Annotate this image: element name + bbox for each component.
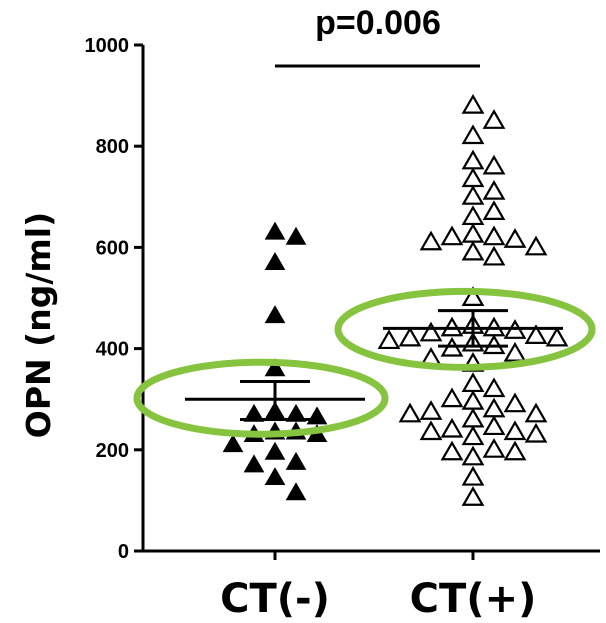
point-ct-positive [482, 415, 506, 436]
point-ct-positive [419, 420, 443, 441]
significance-annotation: p=0.006 [275, 4, 480, 68]
y-tick-label: 200 [96, 440, 129, 462]
point-ct-positive [545, 326, 569, 347]
x-category-label: CT(-) [220, 576, 330, 622]
point-ct-positive [524, 422, 548, 443]
point-ct-positive [461, 465, 485, 486]
point-ct-negative [264, 252, 286, 270]
point-ct-positive [440, 440, 464, 461]
point-ct-positive [503, 440, 527, 461]
point-ct-positive [461, 407, 485, 428]
x-category-label: CT(+) [410, 576, 537, 622]
point-ct-positive [461, 205, 485, 226]
point-ct-negative [222, 434, 244, 453]
p-value-label: p=0.006 [315, 4, 441, 42]
point-ct-positive [398, 402, 422, 423]
point-ct-positive [461, 93, 485, 114]
point-ct-positive [482, 438, 506, 458]
point-ct-negative [264, 441, 286, 460]
point-ct-positive [440, 417, 464, 438]
y-tick-label: 0 [118, 541, 129, 563]
point-ct-positive [461, 124, 485, 145]
point-ct-positive [482, 109, 506, 129]
point-ct-negative [285, 482, 307, 501]
point-ct-positive [440, 225, 464, 246]
point-ct-positive [461, 486, 485, 506]
point-ct-negative [243, 454, 265, 473]
point-ct-positive [482, 154, 506, 175]
point-ct-negative [285, 403, 307, 422]
point-ct-positive [398, 326, 422, 347]
point-ct-positive [461, 372, 485, 393]
y-tick-label: 800 [96, 136, 129, 158]
point-ct-positive [461, 185, 485, 205]
point-ct-positive [503, 392, 527, 413]
point-ct-positive [503, 420, 527, 441]
point-ct-positive [461, 167, 485, 188]
point-ct-positive [482, 179, 506, 200]
point-ct-positive [440, 387, 464, 408]
point-ct-positive [461, 389, 485, 410]
point-ct-positive [482, 377, 506, 398]
point-ct-positive [461, 445, 485, 466]
point-ct-negative [285, 226, 307, 245]
point-ct-positive [419, 230, 443, 251]
y-axis: 0 200 400 600 800 1000 [85, 35, 145, 563]
point-ct-negative [285, 451, 307, 470]
point-ct-negative [243, 403, 265, 422]
y-tick-label: 1000 [85, 35, 130, 57]
point-ct-positive [524, 324, 548, 344]
mean-sem-bars [185, 309, 563, 421]
point-ct-positive [503, 341, 527, 362]
point-ct-negative [264, 221, 286, 240]
point-ct-positive [419, 400, 443, 420]
point-ct-positive [461, 425, 485, 446]
point-ct-positive [524, 402, 548, 423]
y-tick-label: 600 [96, 237, 129, 259]
point-ct-positive [482, 397, 506, 418]
point-ct-positive [482, 245, 506, 266]
y-axis-title: OPN (ng/ml) [19, 212, 58, 438]
point-ct-positive [482, 225, 506, 246]
point-ct-positive [419, 321, 443, 342]
point-ct-negative [264, 358, 286, 377]
point-ct-positive [524, 235, 548, 256]
point-ct-negative [264, 467, 286, 486]
data-points [222, 93, 569, 506]
point-ct-positive [503, 228, 527, 248]
x-axis: CT(-) CT(+) [143, 549, 600, 622]
point-ct-positive [461, 240, 485, 261]
y-tick-label: 400 [96, 339, 129, 361]
point-ct-negative [306, 406, 328, 425]
point-ct-positive [461, 149, 485, 170]
point-ct-positive [482, 200, 506, 220]
point-ct-positive [461, 223, 485, 243]
highlight-ellipses [133, 287, 596, 438]
highlight-ellipse [133, 358, 389, 438]
point-ct-positive [461, 286, 485, 307]
point-ct-positive [377, 329, 401, 350]
highlight-ellipse [334, 287, 596, 371]
point-ct-negative [264, 305, 286, 324]
